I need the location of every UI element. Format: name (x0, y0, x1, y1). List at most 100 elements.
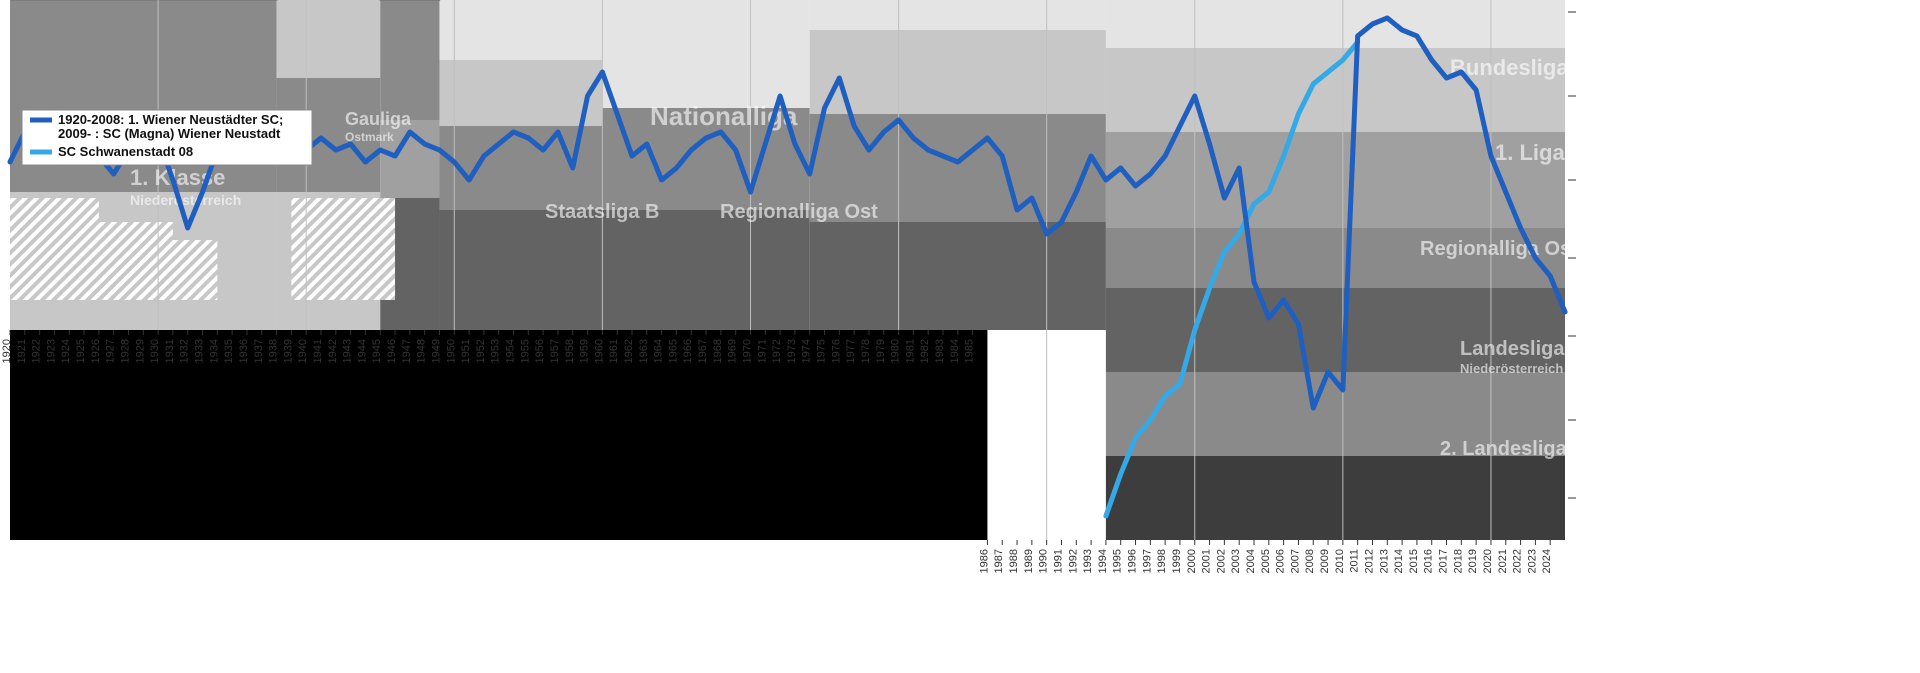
legend-label: 2009- : SC (Magna) Wiener Neustadt (58, 126, 281, 141)
year-label: 1971 (756, 339, 768, 363)
year-label: 1951 (460, 339, 472, 363)
tier-sublabel: Niederösterreich (130, 192, 241, 208)
year-label: 1976 (830, 339, 842, 363)
year-label: 1941 (312, 339, 324, 363)
year-label: 2000 (1186, 549, 1198, 573)
year-label: 2016 (1423, 549, 1435, 573)
year-label: 2013 (1378, 549, 1390, 573)
year-label: 2015 (1408, 549, 1420, 573)
year-label: 2001 (1201, 549, 1213, 573)
year-label: 1924 (60, 339, 72, 363)
year-label: 1999 (1171, 549, 1183, 573)
year-label: 1965 (667, 339, 679, 363)
year-label: 1969 (727, 339, 739, 363)
year-label: 1987 (993, 549, 1005, 573)
year-label: 2005 (1260, 549, 1272, 573)
year-label: 1973 (786, 339, 798, 363)
year-label: 1979 (875, 339, 887, 363)
year-label: 1974 (801, 339, 813, 363)
year-label: 1984 (949, 339, 961, 363)
year-label: 1934 (208, 339, 220, 363)
tier-label: Regionalliga Ost (1420, 238, 1578, 260)
year-label: 1948 (416, 339, 428, 363)
year-label: 1966 (682, 339, 694, 363)
year-label: 1991 (1052, 549, 1064, 573)
year-label: 2023 (1526, 549, 1538, 573)
year-label: 1930 (149, 339, 161, 363)
tier-label: Regionalliga Ost (720, 201, 878, 223)
year-label: 1997 (1141, 549, 1153, 573)
year-label: 1942 (327, 339, 339, 363)
year-label: 1972 (771, 339, 783, 363)
year-label: 2018 (1452, 549, 1464, 573)
year-label: 2003 (1230, 549, 1242, 573)
year-label: 1939 (282, 339, 294, 363)
tier-sublabel: Niederösterreich (1460, 361, 1563, 376)
year-label: 2006 (1275, 549, 1287, 573)
year-label: 2009 (1319, 549, 1331, 573)
year-label: 1998 (1156, 549, 1168, 573)
year-label: 1962 (623, 339, 635, 363)
year-label: 1958 (564, 339, 576, 363)
year-label: 1955 (519, 339, 531, 363)
year-label: 1975 (816, 339, 828, 363)
year-label: 1959 (579, 339, 591, 363)
year-label: 1982 (919, 339, 931, 363)
year-label: 1993 (1082, 549, 1094, 573)
year-label: 1937 (253, 339, 265, 363)
year-label: 1931 (164, 339, 176, 363)
year-label: 2010 (1334, 549, 1346, 573)
year-label: 1983 (934, 339, 946, 363)
year-label: 1932 (179, 339, 191, 363)
year-label: 1933 (194, 339, 206, 363)
tier-label: Staatsliga B (545, 201, 659, 223)
year-label: 1994 (1097, 549, 1109, 573)
year-label: 1981 (904, 339, 916, 363)
year-label: 1985 (964, 339, 976, 363)
year-label: 1946 (386, 339, 398, 363)
year-label: 2020 (1482, 549, 1494, 573)
year-label: 1956 (534, 339, 546, 363)
year-label: 1926 (90, 339, 102, 363)
year-label: 1921 (16, 339, 28, 363)
year-label: 2024 (1541, 549, 1553, 573)
chart-svg: 1. KlasseNiederösterreichGauligaOstmarkS… (0, 0, 1920, 673)
year-label: 1944 (356, 339, 368, 363)
year-label: 1945 (371, 339, 383, 363)
tier-label: 1. Liga (1495, 140, 1565, 165)
year-label: 1943 (342, 339, 354, 363)
year-label: 2017 (1438, 549, 1450, 573)
year-label: 1978 (860, 339, 872, 363)
tier-label: Gauliga (345, 109, 412, 129)
year-label: 1980 (890, 339, 902, 363)
year-label: 2004 (1245, 549, 1257, 573)
year-label: 1954 (505, 339, 517, 363)
year-label: 1992 (1067, 549, 1079, 573)
year-label: 2019 (1467, 549, 1479, 573)
year-label: 2007 (1289, 549, 1301, 573)
year-label: 1936 (238, 339, 250, 363)
year-label: 1990 (1038, 549, 1050, 573)
year-label: 1925 (75, 339, 87, 363)
year-label: 1952 (475, 339, 487, 363)
year-label: 2011 (1349, 549, 1361, 573)
year-label: 1996 (1127, 549, 1139, 573)
year-label: 1995 (1112, 549, 1124, 573)
year-label: 1950 (445, 339, 457, 363)
year-label: 1929 (134, 339, 146, 363)
year-label: 1967 (697, 339, 709, 363)
year-label: 1960 (593, 339, 605, 363)
year-label: 1963 (638, 339, 650, 363)
year-label: 1927 (105, 339, 117, 363)
year-label: 1968 (712, 339, 724, 363)
year-label: 1928 (119, 339, 131, 363)
tier-sublabel: Ostmark (345, 130, 394, 144)
year-label: 1989 (1023, 549, 1035, 573)
year-label: 2012 (1363, 549, 1375, 573)
year-label: 2021 (1497, 549, 1509, 573)
year-label: 2022 (1512, 549, 1524, 573)
year-label: 1923 (45, 339, 57, 363)
year-label: 2014 (1393, 549, 1405, 573)
year-label: 1977 (845, 339, 857, 363)
year-label: 1988 (1008, 549, 1020, 573)
